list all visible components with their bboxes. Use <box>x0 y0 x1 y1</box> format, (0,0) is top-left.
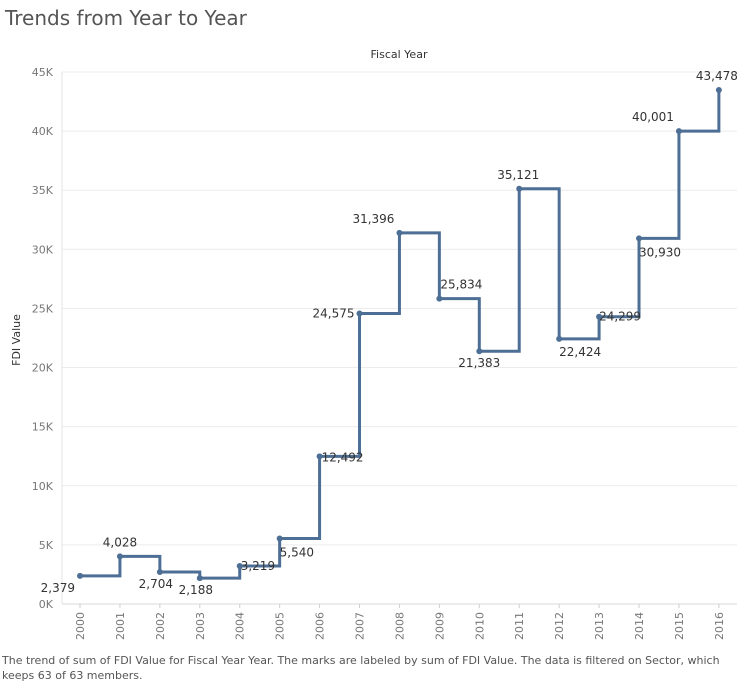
data-label: 2,379 <box>41 581 75 595</box>
x-tick-label: 2008 <box>393 612 406 640</box>
x-tick-label: 2000 <box>74 612 87 640</box>
data-point[interactable] <box>236 562 243 569</box>
data-point[interactable] <box>356 310 363 317</box>
data-point[interactable] <box>116 553 123 560</box>
data-label: 40,001 <box>632 110 674 124</box>
x-tick-label: 2010 <box>473 612 486 640</box>
x-tick-label: 2013 <box>593 612 606 640</box>
series-line <box>80 89 721 580</box>
data-point[interactable] <box>316 453 323 460</box>
y-axis-label: FDI Value <box>10 314 23 366</box>
series-line-path <box>80 89 721 580</box>
data-point[interactable] <box>516 185 523 192</box>
chart-axis-title: Fiscal Year <box>371 48 428 61</box>
y-tick-label: 35K <box>32 184 54 197</box>
x-tick-label: 2009 <box>433 612 446 640</box>
data-labels: 2,379 4,028 2,704 2,188 3,219 5,540 12,492 24,5… <box>41 69 738 597</box>
y-tick-label: 5K <box>39 539 54 552</box>
data-label: 21,383 <box>458 356 500 370</box>
y-axis: 0K 5K 10K 15K 20K 25K 30K 35K 40K 45K <box>32 66 54 611</box>
data-point[interactable] <box>196 575 203 582</box>
data-point[interactable] <box>556 335 563 342</box>
x-tick-label: 2003 <box>194 612 207 640</box>
y-tick-label: 10K <box>32 480 54 493</box>
y-tick-label: 20K <box>32 362 54 375</box>
data-points <box>77 86 722 582</box>
x-tick-label: 2015 <box>673 612 686 640</box>
data-point[interactable] <box>715 86 722 93</box>
x-tick-label: 2012 <box>553 612 566 640</box>
x-tick-label: 2014 <box>633 612 646 640</box>
fdi-step-chart: Fiscal Year FDI Value 0K 5K 10K 15K 20K 25K 30… <box>10 48 738 640</box>
x-tick-label: 2011 <box>513 612 526 640</box>
data-point[interactable] <box>77 572 83 579</box>
data-point[interactable] <box>156 569 163 576</box>
y-tick-label: 15K <box>32 421 54 434</box>
y-tick-label: 30K <box>32 243 54 256</box>
y-tick-label: 0K <box>39 598 54 611</box>
data-label: 43,478 <box>696 69 738 83</box>
y-tick-label: 40K <box>32 125 54 138</box>
data-label: 30,930 <box>639 245 681 259</box>
data-label: 35,121 <box>497 168 539 182</box>
gridlines <box>61 71 737 605</box>
x-tick-label: 2002 <box>154 612 167 640</box>
data-label: 5,540 <box>280 546 314 560</box>
data-label: 31,396 <box>352 212 394 226</box>
x-tick-label: 2016 <box>713 612 726 640</box>
data-point[interactable] <box>476 348 483 355</box>
x-tick-label: 2004 <box>234 612 247 640</box>
x-tick-label: 2007 <box>354 612 367 640</box>
data-label: 2,188 <box>179 583 213 597</box>
data-point[interactable] <box>396 229 403 236</box>
x-tick-label: 2005 <box>274 612 287 640</box>
data-point[interactable] <box>596 313 603 320</box>
x-tick-label: 2006 <box>314 612 327 640</box>
data-point[interactable] <box>436 295 443 302</box>
data-label: 25,834 <box>440 278 482 292</box>
data-point[interactable] <box>276 535 283 542</box>
data-label: 12,492 <box>322 450 364 464</box>
data-label: 4,028 <box>103 535 137 549</box>
data-label: 24,299 <box>599 310 641 324</box>
data-label: 2,704 <box>139 577 173 591</box>
data-label: 24,575 <box>313 306 355 320</box>
data-point[interactable] <box>636 235 643 242</box>
y-tick-label: 25K <box>32 302 54 315</box>
page-title: Trends from Year to Year <box>5 6 247 30</box>
data-point[interactable] <box>675 128 682 135</box>
chart-caption: The trend of sum of FDI Value for Fiscal… <box>2 654 720 682</box>
data-label: 22,424 <box>559 345 601 359</box>
x-tick-label: 2001 <box>114 612 127 640</box>
data-label: 3,219 <box>241 559 275 573</box>
y-tick-label: 45K <box>32 66 54 79</box>
x-axis: 2000 2001 2002 2003 2004 2005 2006 2007 2008 2009… <box>74 604 726 640</box>
